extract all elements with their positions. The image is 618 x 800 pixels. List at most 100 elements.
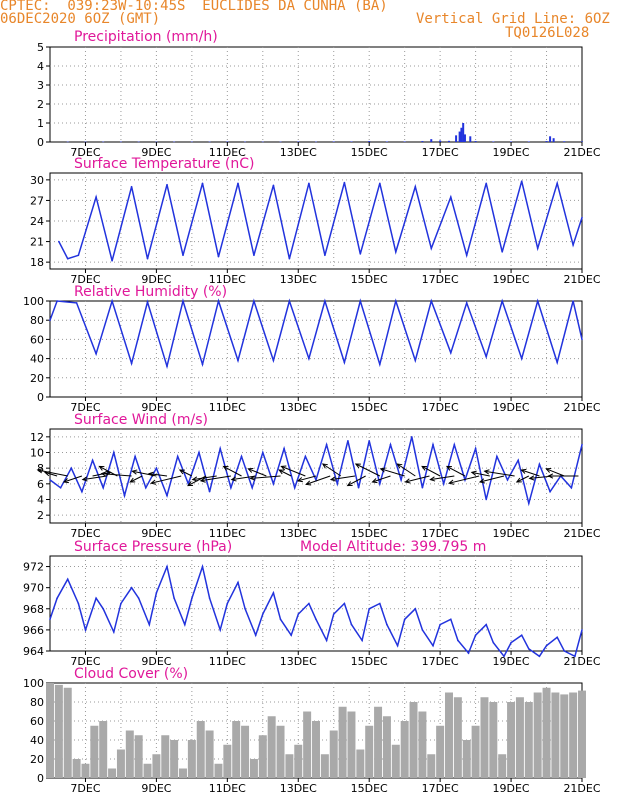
- temp-point: [166, 183, 168, 186]
- pressure-point: [386, 623, 388, 626]
- rh-point: [520, 357, 523, 360]
- precip-bar: [173, 141, 176, 143]
- wind-arrow-head: [178, 469, 185, 475]
- wind-arrow-head: [100, 471, 107, 477]
- wind-arrow-head: [448, 479, 455, 485]
- pressure-point: [244, 607, 246, 610]
- pressure-xtick-label: 15DEC: [351, 655, 388, 668]
- wind-point: [70, 467, 73, 469]
- wind-arrow-head: [199, 477, 206, 483]
- wind-arrow-head: [545, 467, 552, 473]
- precip-bar: [469, 136, 472, 142]
- wind-xtick-label: 19DEC: [493, 527, 530, 540]
- pressure-point: [113, 631, 115, 633]
- pressure-point: [208, 597, 211, 600]
- wind-arrow: [306, 475, 331, 485]
- cloud-bar: [267, 716, 276, 778]
- pressure-frame: [49, 555, 583, 652]
- cloud-bar: [143, 763, 152, 778]
- wind-arrow: [430, 475, 455, 481]
- cloud-bar: [258, 735, 267, 778]
- rh-ytick-label: 40: [30, 353, 44, 366]
- rh-xtick-label: 19DEC: [493, 401, 530, 414]
- wind-arrow-head: [515, 477, 522, 483]
- rh-xtick-label: 7DEC: [70, 401, 100, 414]
- temp-ytick-label: 30: [30, 174, 44, 187]
- temp-point: [58, 240, 60, 243]
- pressure-point: [279, 618, 282, 621]
- pressure-point: [84, 629, 87, 631]
- rh-point: [217, 300, 220, 302]
- wind-arrow: [101, 473, 132, 477]
- temp-xtick-label: 13DEC: [280, 273, 317, 286]
- pressure-line: [49, 563, 583, 658]
- precip-bar: [549, 136, 552, 142]
- rh-point: [201, 363, 204, 366]
- cloud-bar: [524, 702, 533, 778]
- temp-point: [288, 257, 291, 260]
- rh-title: Relative Humidity (%): [74, 284, 227, 300]
- cloud-ytick-label: 20: [30, 753, 44, 766]
- precip-bar: [297, 141, 300, 142]
- cloud-bar: [54, 684, 63, 778]
- wind-arrow: [63, 475, 83, 483]
- wind-point: [368, 439, 371, 442]
- cloud-bar: [187, 740, 196, 778]
- cloud-ytick-label: 0: [37, 772, 44, 785]
- pressure-point: [49, 618, 51, 621]
- cloud-ytick-label: 60: [30, 715, 44, 728]
- cloud-xtick-label: 13DEC: [280, 782, 317, 795]
- wind-ytick-label: 12: [30, 431, 44, 444]
- wind-arrow-head: [230, 476, 237, 482]
- precip-ytick-label: 4: [37, 60, 44, 73]
- cloud-bar: [471, 725, 480, 778]
- wind-point: [421, 486, 424, 489]
- wind-arrow-head: [478, 478, 485, 484]
- wind-point: [528, 502, 530, 505]
- wind-arrow: [281, 465, 306, 477]
- precip-bar: [119, 141, 122, 143]
- rh-point: [49, 319, 51, 322]
- wind-arrow-head: [222, 465, 229, 471]
- pressure-point: [191, 597, 193, 600]
- wind-arrow-head: [520, 468, 527, 474]
- precip-bar: [66, 141, 69, 143]
- temp-point: [343, 181, 346, 184]
- wind-point: [251, 486, 253, 489]
- precip-bar: [350, 141, 353, 142]
- precip-ytick-label: 2: [37, 98, 44, 111]
- pressure-point: [95, 597, 97, 600]
- cloud-bar: [507, 702, 516, 778]
- precip-bar: [84, 141, 87, 143]
- rh-point: [130, 362, 133, 365]
- temp-point: [253, 254, 255, 257]
- rh-point: [572, 300, 574, 302]
- cloud-bar: [152, 754, 161, 778]
- temp-point: [395, 251, 397, 253]
- rh-ytick-label: 60: [30, 333, 44, 346]
- precip-bar: [261, 141, 264, 143]
- wind-point: [59, 486, 62, 489]
- wind-point: [389, 443, 392, 446]
- wind-point: [357, 486, 360, 489]
- cloud-bar: [453, 697, 462, 778]
- wind-arrow-head: [421, 465, 428, 471]
- header-station: CPTEC: 039:23W-10:45S EUCLIDES DA CUNHA …: [0, 0, 388, 14]
- temp-xtick-label: 9DEC: [141, 273, 171, 286]
- cloud-xtick-label: 7DEC: [70, 782, 100, 795]
- rh-point: [556, 361, 558, 364]
- rh-point: [395, 300, 397, 302]
- wind-arrow: [521, 469, 540, 477]
- precip-bar: [102, 141, 105, 143]
- pressure-point: [538, 655, 541, 658]
- temp-point: [581, 216, 583, 219]
- wind-arrow-head: [396, 463, 403, 469]
- pressure-point: [474, 634, 477, 636]
- wind-arrow-head: [346, 481, 353, 487]
- temp-point: [414, 185, 417, 188]
- pressure-point: [237, 581, 239, 584]
- wind-xtick-label: 13DEC: [280, 527, 317, 540]
- wind-arrow: [129, 475, 143, 483]
- precip-bar: [430, 139, 433, 142]
